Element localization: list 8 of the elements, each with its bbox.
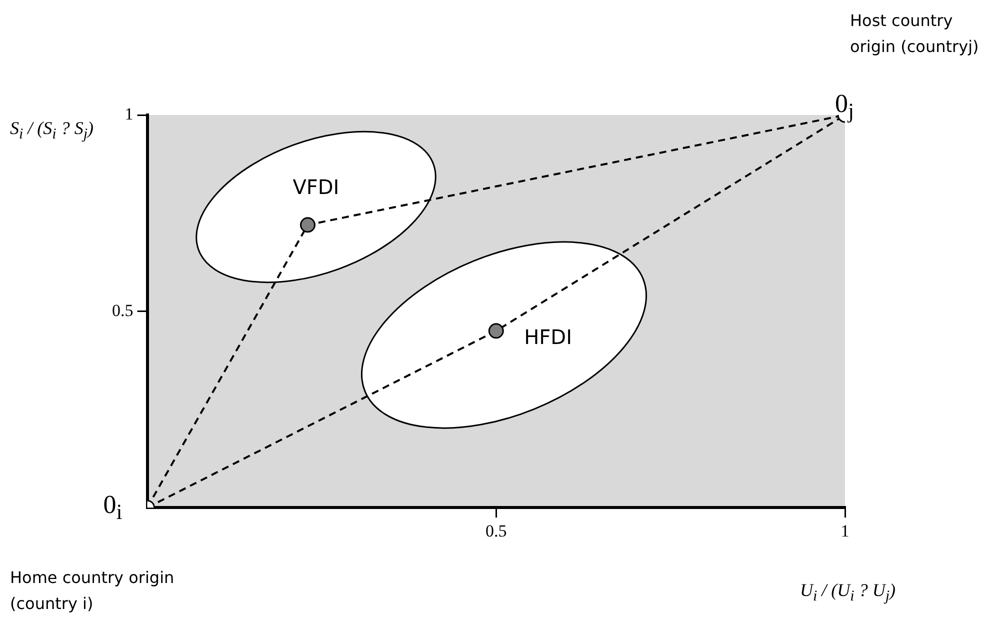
annotation: VFDI xyxy=(292,174,340,199)
y-axis-title: S$_{i}$ / (S$_{i}$ ? S$_{j}$) xyxy=(10,118,94,144)
annotation: HFDI xyxy=(524,324,572,349)
x-axis-title: U$_{i}$ / (U$_{i}$ ? U$_{j}$) xyxy=(800,580,896,606)
text: Host country origin (countryj) xyxy=(850,10,980,58)
text: Home country origin (country i) xyxy=(10,567,176,615)
annotation: 0$_{i}$ xyxy=(103,490,122,525)
annotation: 0$_{j}$ xyxy=(835,89,854,124)
